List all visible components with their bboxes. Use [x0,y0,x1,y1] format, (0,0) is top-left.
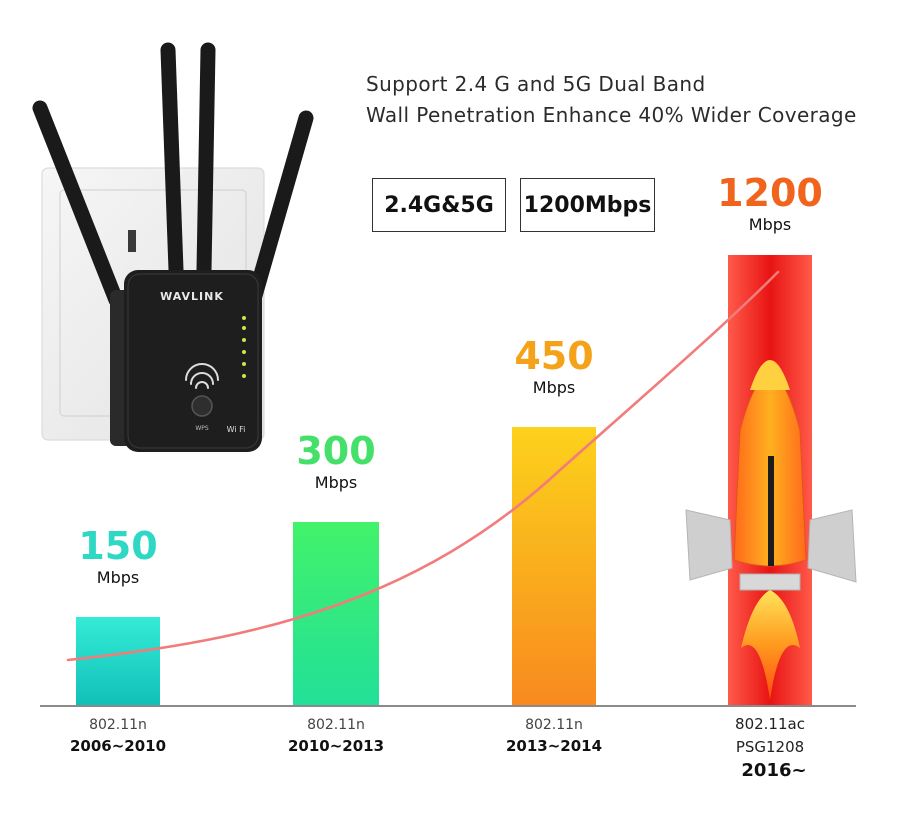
bar-300 [293,522,379,705]
standard-label-3: 802.11n [525,717,583,733]
headline-dual-band: Support 2.4 G and 5G Dual Band [366,72,706,96]
extender-body [124,270,262,452]
unit-label-450: Mbps [533,378,575,397]
years-label-4: 2016~ [741,760,806,781]
standard-label-4: 802.11ac [735,715,805,733]
brand-logo: WAVLINK [160,290,224,303]
spec-badge-band: 2.4G&5G [372,178,506,232]
bar-150 [76,617,160,705]
wifi-extender-illustration: WAVLINK WPS Wi Fi [32,42,314,452]
unit-label-300: Mbps [315,473,357,492]
antenna-center-right [196,42,216,278]
years-label-1: 2006~2010 [70,737,166,755]
model-label-4: PSG1208 [736,738,804,756]
rocket-flame [741,590,800,700]
spec-badge-speed: 1200Mbps [520,178,655,232]
wps-button [191,395,213,417]
wifi-badge: Wi Fi [227,425,246,434]
wps-label: WPS [195,425,209,432]
bar-450 [512,427,596,705]
standard-label-1: 802.11n [89,717,147,733]
wifi-signal-icon [185,363,219,389]
value-label-1200: 1200 [717,171,823,215]
value-label-450: 450 [514,334,593,378]
headline-coverage: Wall Penetration Enhance 40% Wider Cover… [366,103,857,127]
unit-label-1200: Mbps [749,215,791,234]
growth-curve [66,270,780,662]
rocket-illustration [685,360,857,700]
antenna-center-left [160,42,184,278]
years-label-2: 2010~2013 [288,737,384,755]
unit-label-150: Mbps [97,568,139,587]
value-label-150: 150 [78,524,157,568]
antenna-right [244,110,314,314]
years-label-3: 2013~2014 [506,737,602,755]
standard-label-2: 802.11n [307,717,365,733]
value-label-300: 300 [296,429,375,473]
antenna-left [32,100,124,308]
